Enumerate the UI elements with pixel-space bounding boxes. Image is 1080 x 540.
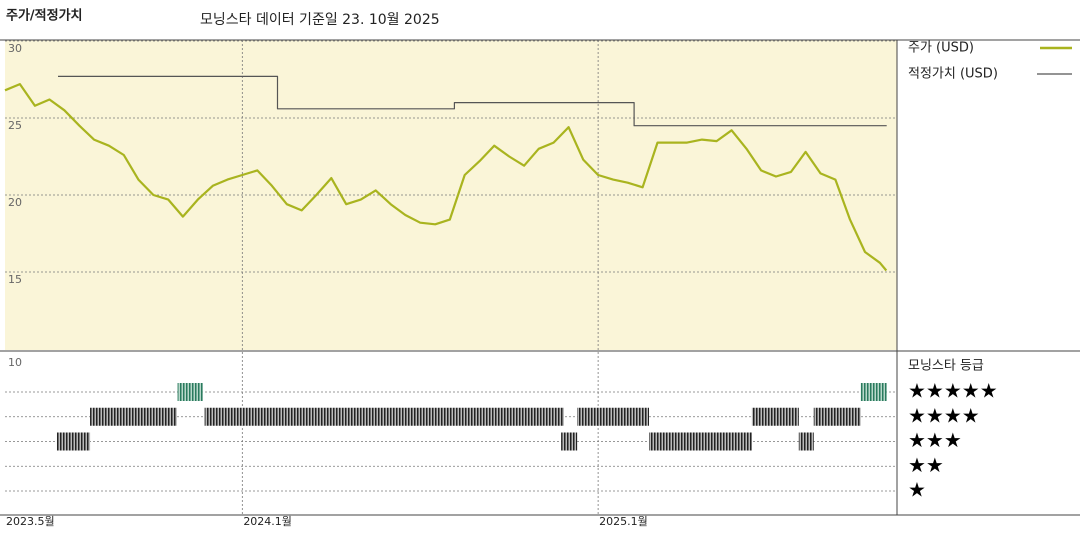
rating-segment	[561, 432, 578, 451]
legend-label: 적정가치 (USD)	[908, 67, 998, 82]
series-line	[4, 83, 888, 272]
rating-label: ★★★★	[908, 403, 980, 427]
y-tick-label: 30	[8, 42, 22, 55]
rating-segment	[798, 432, 814, 451]
rating-label: ★★★	[908, 428, 962, 452]
rating-title: 모닝스타 등급	[908, 359, 984, 374]
rating-segment	[751, 407, 799, 426]
y-tick-label: 15	[8, 273, 22, 286]
rating-segment	[860, 383, 887, 401]
rating-segment	[177, 383, 203, 401]
rating-segment	[813, 407, 861, 426]
corner-label: 10	[8, 356, 22, 369]
y-tick-label: 25	[8, 119, 22, 132]
rating-segment	[90, 407, 177, 426]
chart-subtitle: 모닝스타 데이터 기준일 23. 10월 2025	[200, 12, 440, 28]
x-tick-label: 2023.5월	[6, 515, 55, 528]
series-line	[58, 75, 887, 127]
x-tick-label: 2024.1월	[243, 515, 292, 528]
rating-segment	[56, 432, 91, 451]
rating-label: ★★★★★	[908, 379, 998, 403]
rating-segment	[577, 407, 650, 426]
rating-segment	[649, 432, 752, 451]
y-tick-label: 20	[8, 196, 22, 209]
rating-label: ★	[908, 478, 926, 502]
rating-segment	[204, 407, 564, 426]
x-tick-label: 2025.1월	[599, 515, 648, 528]
chart-title: 주가/적정가치	[6, 8, 83, 24]
rating-label: ★★	[908, 453, 944, 477]
legend-label: 주가 (USD)	[908, 41, 974, 56]
